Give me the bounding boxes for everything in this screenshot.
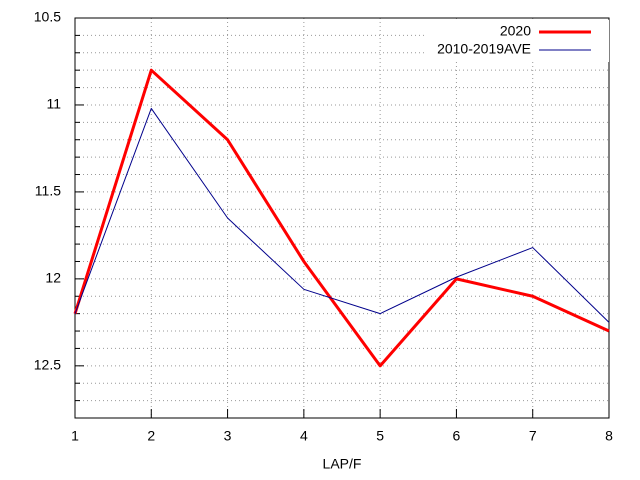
series-line — [74, 107, 610, 323]
y-tick-label: 10.5 — [34, 9, 61, 25]
series-line — [73, 68, 610, 368]
x-tick-label: 4 — [300, 428, 308, 444]
x-tick-label: 8 — [605, 428, 613, 444]
legend-box — [424, 20, 609, 62]
x-tick-label: 1 — [71, 428, 79, 444]
x-axis-label: LAP/F — [323, 456, 362, 472]
y-tick-label: 12.5 — [34, 357, 61, 373]
y-tick-label: 11 — [46, 96, 61, 112]
x-tick-label: 7 — [529, 428, 537, 444]
x-tick-label: 3 — [224, 428, 232, 444]
legend-label: 2010-2019AVE — [437, 41, 531, 57]
x-tick-label: 2 — [147, 428, 155, 444]
y-tick-label: 12 — [45, 270, 61, 286]
plot-border — [74, 17, 610, 419]
x-tick-label: 5 — [376, 428, 384, 444]
legend-label: 2020 — [500, 23, 531, 39]
x-tick-label: 6 — [453, 428, 461, 444]
y-tick-label: 11.5 — [35, 183, 61, 199]
